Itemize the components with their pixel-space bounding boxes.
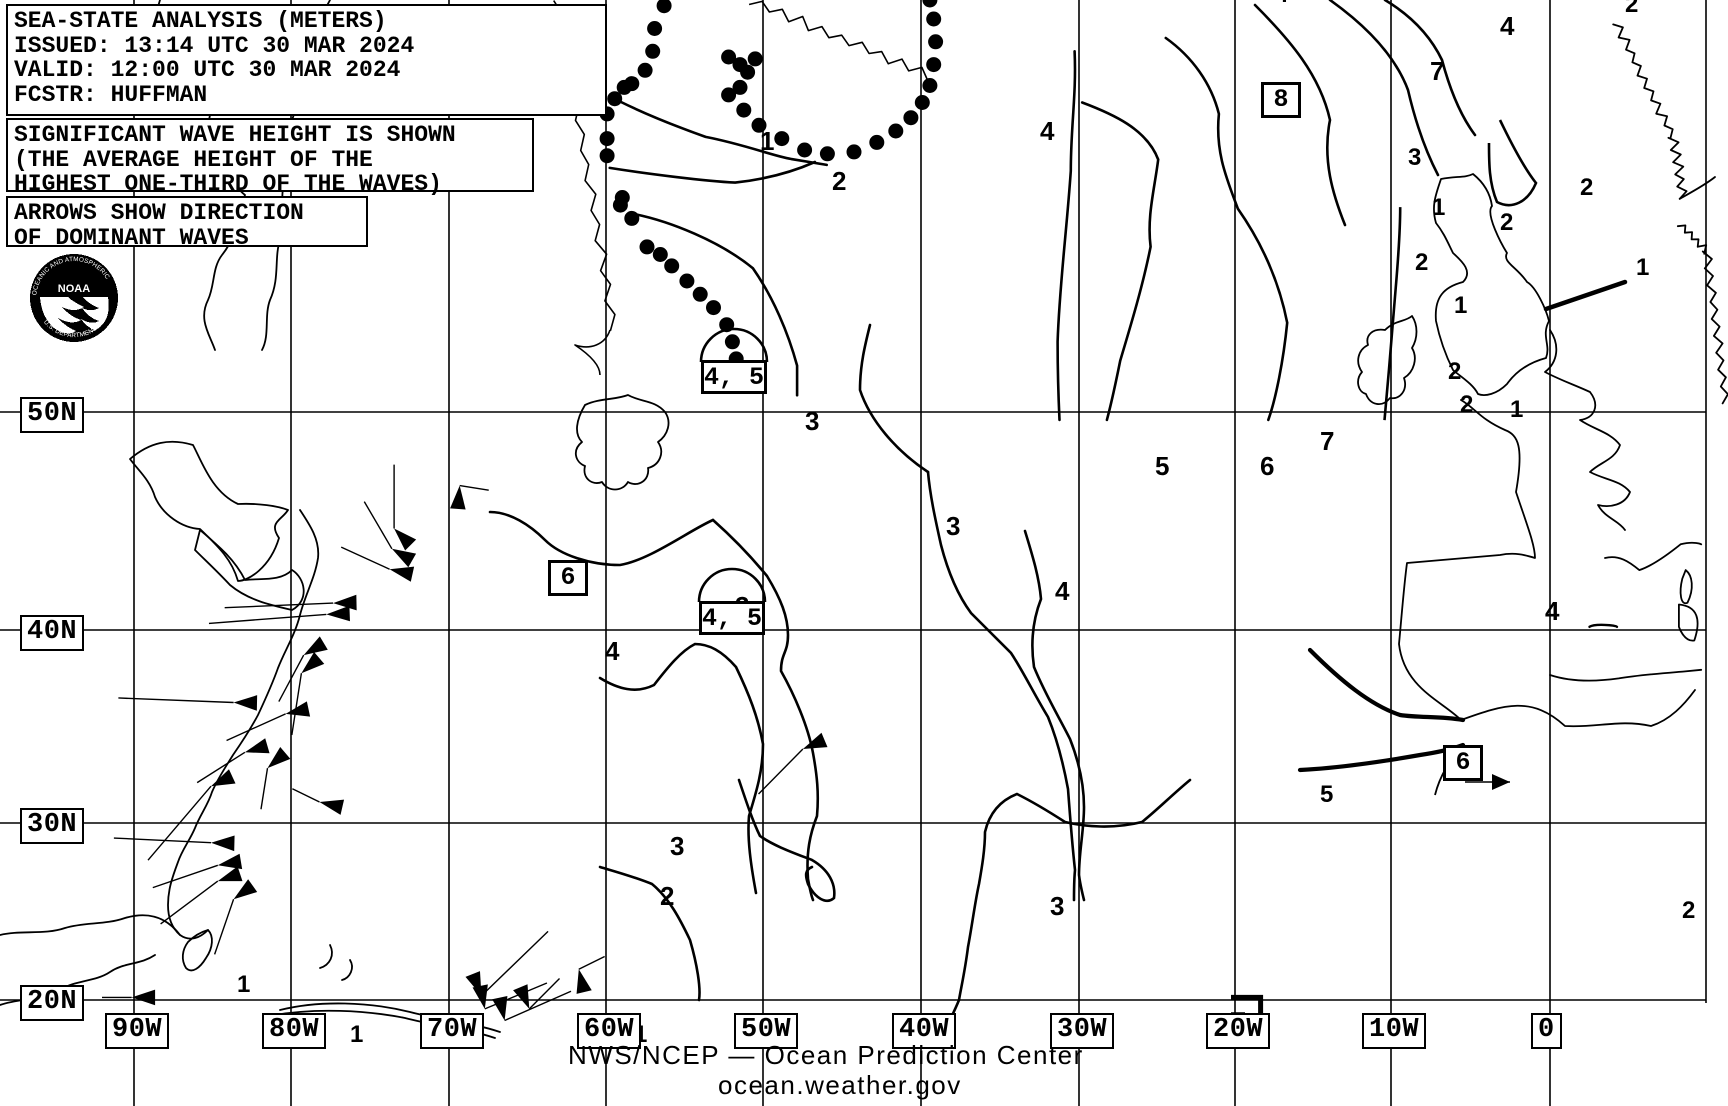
svg-text:4: 4 xyxy=(1055,576,1070,606)
svg-text:1: 1 xyxy=(1454,292,1467,319)
svg-text:5: 5 xyxy=(1320,781,1333,808)
svg-text:4: 4 xyxy=(1275,0,1289,8)
svg-text:4: 4 xyxy=(1040,116,1055,146)
svg-text:2: 2 xyxy=(1682,897,1695,924)
svg-text:NOAA: NOAA xyxy=(58,283,90,295)
svg-text:1: 1 xyxy=(1636,254,1649,281)
svg-text:3: 3 xyxy=(1408,144,1421,171)
svg-text:1: 1 xyxy=(350,1021,363,1048)
svg-text:4: 4 xyxy=(1545,596,1560,626)
svg-text:1: 1 xyxy=(1432,194,1445,221)
svg-text:3: 3 xyxy=(805,406,819,436)
svg-text:3: 3 xyxy=(670,831,684,861)
svg-text:5: 5 xyxy=(1155,451,1169,481)
svg-text:4: 4 xyxy=(1500,11,1515,41)
svg-text:2: 2 xyxy=(1580,174,1593,201)
svg-text:7: 7 xyxy=(1430,56,1444,86)
svg-text:1: 1 xyxy=(1510,396,1523,423)
svg-text:3: 3 xyxy=(946,511,960,541)
svg-text:3: 3 xyxy=(1050,891,1064,921)
svg-text:4: 4 xyxy=(605,636,620,666)
svg-text:2: 2 xyxy=(1460,391,1473,418)
svg-text:2: 2 xyxy=(832,166,846,196)
svg-text:2: 2 xyxy=(660,881,674,911)
svg-text:2: 2 xyxy=(1448,358,1461,385)
svg-text:7: 7 xyxy=(1320,426,1334,456)
svg-text:1: 1 xyxy=(237,971,250,998)
svg-text:2: 2 xyxy=(1625,0,1638,18)
svg-text:6: 6 xyxy=(1260,451,1274,481)
svg-text:2: 2 xyxy=(1415,249,1428,276)
svg-text:2: 2 xyxy=(1500,209,1513,236)
